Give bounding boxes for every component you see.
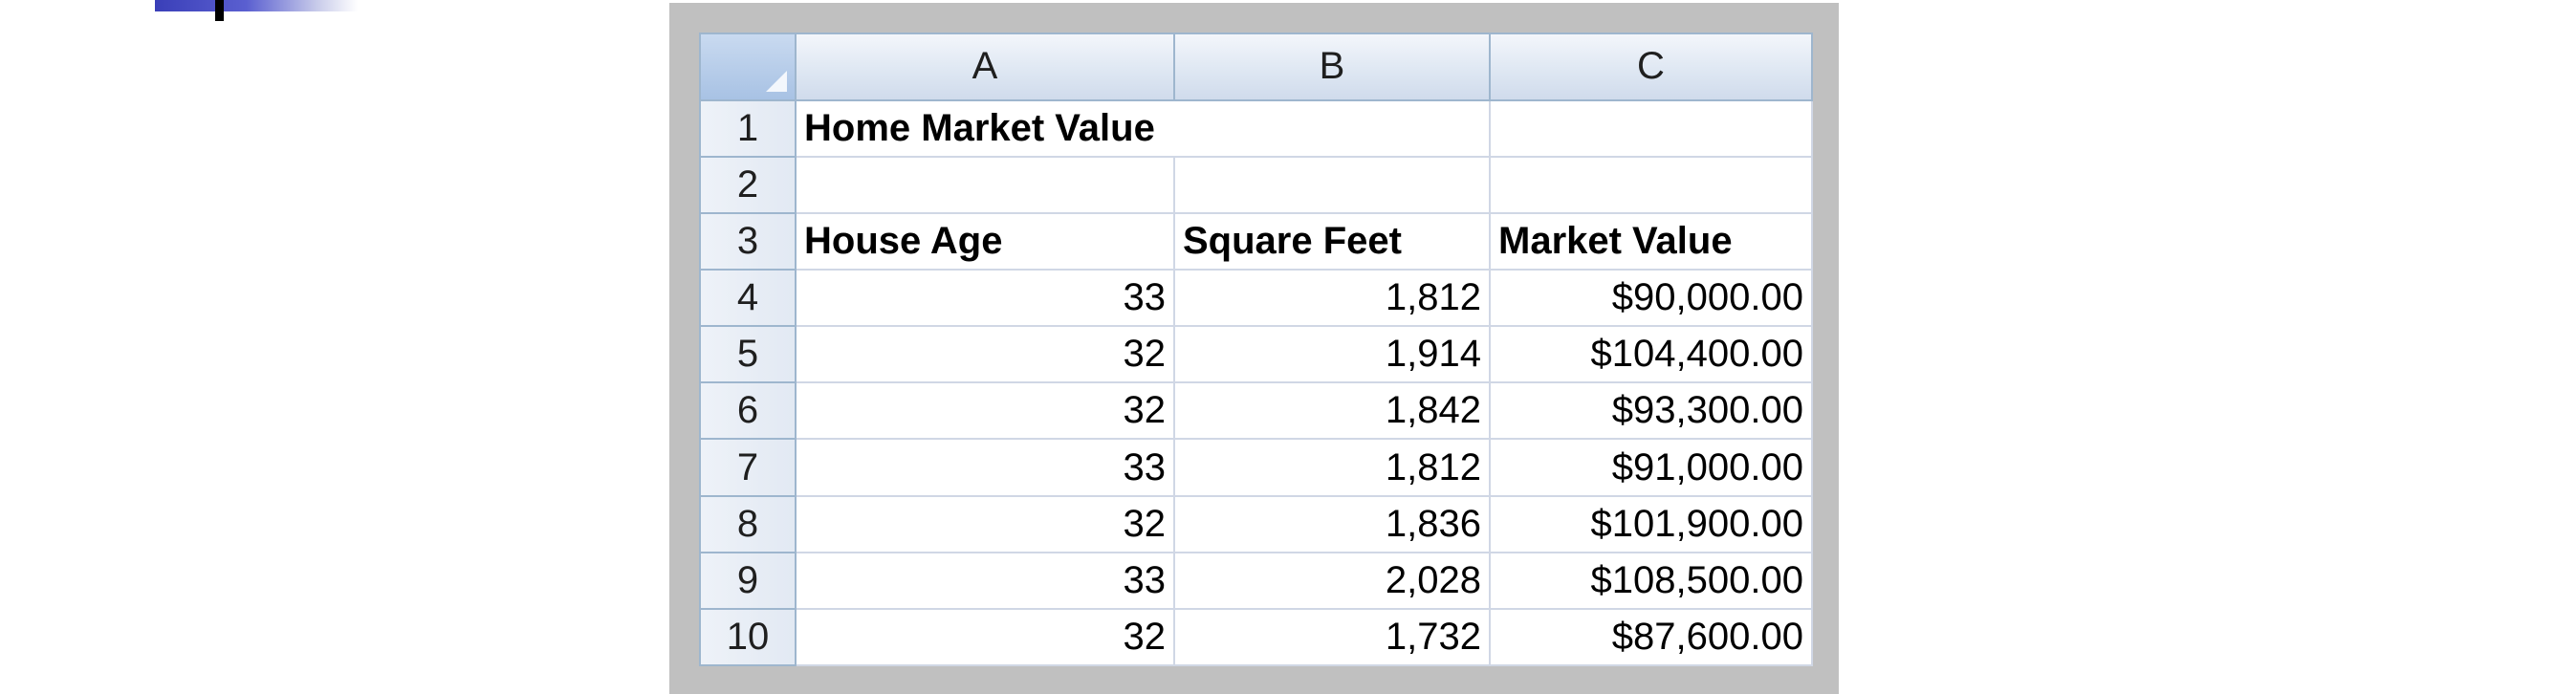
row-header[interactable]: 4 — [699, 269, 797, 328]
row-header[interactable]: 5 — [699, 325, 797, 384]
decorative-gradient-bar — [155, 0, 358, 11]
cell-market-value[interactable]: $108,500.00 — [1489, 551, 1813, 610]
cell-house-age[interactable]: 33 — [795, 269, 1175, 328]
row-header[interactable]: 3 — [699, 211, 797, 271]
row-header[interactable]: 9 — [699, 551, 797, 610]
header-cell-square-feet[interactable]: Square Feet — [1173, 211, 1491, 271]
row-header[interactable]: 8 — [699, 494, 797, 553]
cell-b1[interactable] — [1174, 98, 1491, 158]
decorative-tick-mark — [215, 0, 224, 21]
table-row: 4 33 1,812 $90,000.00 — [699, 269, 1813, 328]
cell-c2[interactable] — [1489, 155, 1813, 214]
cell-b2[interactable] — [1173, 155, 1491, 214]
cell-market-value[interactable]: $93,300.00 — [1489, 381, 1813, 441]
cell-market-value[interactable]: $101,900.00 — [1489, 494, 1813, 553]
header-cell-house-age[interactable]: House Age — [795, 211, 1175, 271]
cell-a2[interactable] — [795, 155, 1175, 214]
column-header-a[interactable]: A — [795, 33, 1175, 101]
table-row: 1 Home Market Value — [699, 98, 1813, 158]
row-header[interactable]: 2 — [699, 155, 797, 214]
select-all-corner[interactable] — [699, 33, 797, 101]
table-row: 8 32 1,836 $101,900.00 — [699, 494, 1813, 553]
title-cell[interactable]: Home Market Value — [795, 98, 1174, 158]
spreadsheet-grid: A B C 1 Home Market Value 2 3 House Age … — [699, 33, 1813, 667]
table-row: 3 House Age Square Feet Market Value — [699, 211, 1813, 271]
cell-market-value[interactable]: $87,600.00 — [1489, 607, 1813, 667]
cell-house-age[interactable]: 32 — [795, 494, 1175, 553]
select-all-triangle-icon — [766, 70, 787, 92]
cell-square-feet[interactable]: 1,812 — [1173, 438, 1491, 497]
cell-square-feet[interactable]: 1,812 — [1173, 269, 1491, 328]
row-header[interactable]: 10 — [699, 607, 797, 667]
row-header[interactable]: 6 — [699, 381, 797, 441]
table-row: 6 32 1,842 $93,300.00 — [699, 381, 1813, 441]
cell-square-feet[interactable]: 2,028 — [1173, 551, 1491, 610]
header-cell-market-value[interactable]: Market Value — [1489, 211, 1813, 271]
spreadsheet-frame: A B C 1 Home Market Value 2 3 House Age … — [669, 3, 1839, 694]
table-row: 9 33 2,028 $108,500.00 — [699, 551, 1813, 610]
table-row: 5 32 1,914 $104,400.00 — [699, 325, 1813, 384]
table-row: 2 — [699, 155, 1813, 214]
cell-house-age[interactable]: 32 — [795, 607, 1175, 667]
cell-house-age[interactable]: 32 — [795, 381, 1175, 441]
cell-house-age[interactable]: 32 — [795, 325, 1175, 384]
cell-square-feet[interactable]: 1,836 — [1173, 494, 1491, 553]
table-row: 10 32 1,732 $87,600.00 — [699, 607, 1813, 667]
row-header[interactable]: 7 — [699, 438, 797, 497]
column-header-c[interactable]: C — [1489, 33, 1813, 101]
table-row: 7 33 1,812 $91,000.00 — [699, 438, 1813, 497]
cell-square-feet[interactable]: 1,732 — [1173, 607, 1491, 667]
cell-house-age[interactable]: 33 — [795, 438, 1175, 497]
cell-square-feet[interactable]: 1,842 — [1173, 381, 1491, 441]
cell-market-value[interactable]: $104,400.00 — [1489, 325, 1813, 384]
cell-market-value[interactable]: $90,000.00 — [1489, 269, 1813, 328]
cell-market-value[interactable]: $91,000.00 — [1489, 438, 1813, 497]
cell-house-age[interactable]: 33 — [795, 551, 1175, 610]
column-header-row: A B C — [699, 33, 1813, 101]
cell-c1[interactable] — [1489, 98, 1813, 158]
column-header-b[interactable]: B — [1173, 33, 1491, 101]
row-header[interactable]: 1 — [699, 98, 797, 158]
cell-square-feet[interactable]: 1,914 — [1173, 325, 1491, 384]
